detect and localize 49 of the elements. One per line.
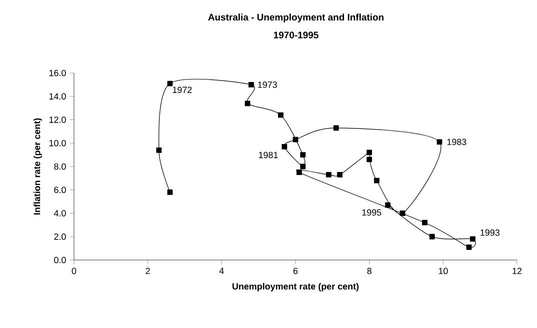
y-tick-label: 14.0 [49,93,66,100]
y-tick-label: 6.0 [54,186,66,194]
point [244,100,250,106]
point [466,244,472,250]
x-tick-label: 8 [367,268,372,274]
point [292,136,298,142]
x-tick-label: 2 [146,268,150,274]
chart-title: Australia - Unemployment and Inflation [208,14,384,22]
annotation: 1993 [480,229,500,236]
point [300,164,306,170]
point [429,234,435,240]
point [333,125,339,131]
point [422,220,428,226]
point [436,139,442,145]
point [400,210,406,216]
y-tick-label: 2.0 [54,233,66,240]
x-tick-label: 6 [293,268,298,274]
point [167,190,173,195]
point [296,170,302,176]
point [300,152,306,158]
point [282,144,288,150]
point [366,150,372,156]
point [470,236,476,242]
point [366,156,372,162]
annotation: 1983 [447,138,466,146]
annotation: 1995 [362,209,382,216]
point [278,112,284,118]
annotation: 1972 [172,86,192,94]
point [156,147,162,153]
point [374,178,380,184]
point [326,172,332,178]
y-tick-label: 8.0 [54,163,66,170]
y-tick-label: 10.0 [49,140,66,146]
y-tick-label: 0.0 [54,256,66,264]
x-tick-label: 12 [512,268,522,274]
x-tick-label: 4 [219,268,224,274]
y-tick-label: 16.0 [49,70,66,76]
annotation: 1981 [258,152,278,158]
y-tick-label: 12.0 [49,116,66,123]
x-tick-label: 0 [72,268,76,274]
point [385,202,390,208]
chart-subtitle: 1970-1995 [274,32,318,38]
y-tick-label: 4.0 [54,210,66,216]
y-axis-title: Inflation rate (per cent) [34,118,42,214]
annotation: 1973 [258,82,277,88]
x-axis-title: Unemployment rate (per cent) [232,282,359,292]
x-tick-label: 10 [438,268,448,274]
point [248,82,254,88]
point [337,172,342,178]
